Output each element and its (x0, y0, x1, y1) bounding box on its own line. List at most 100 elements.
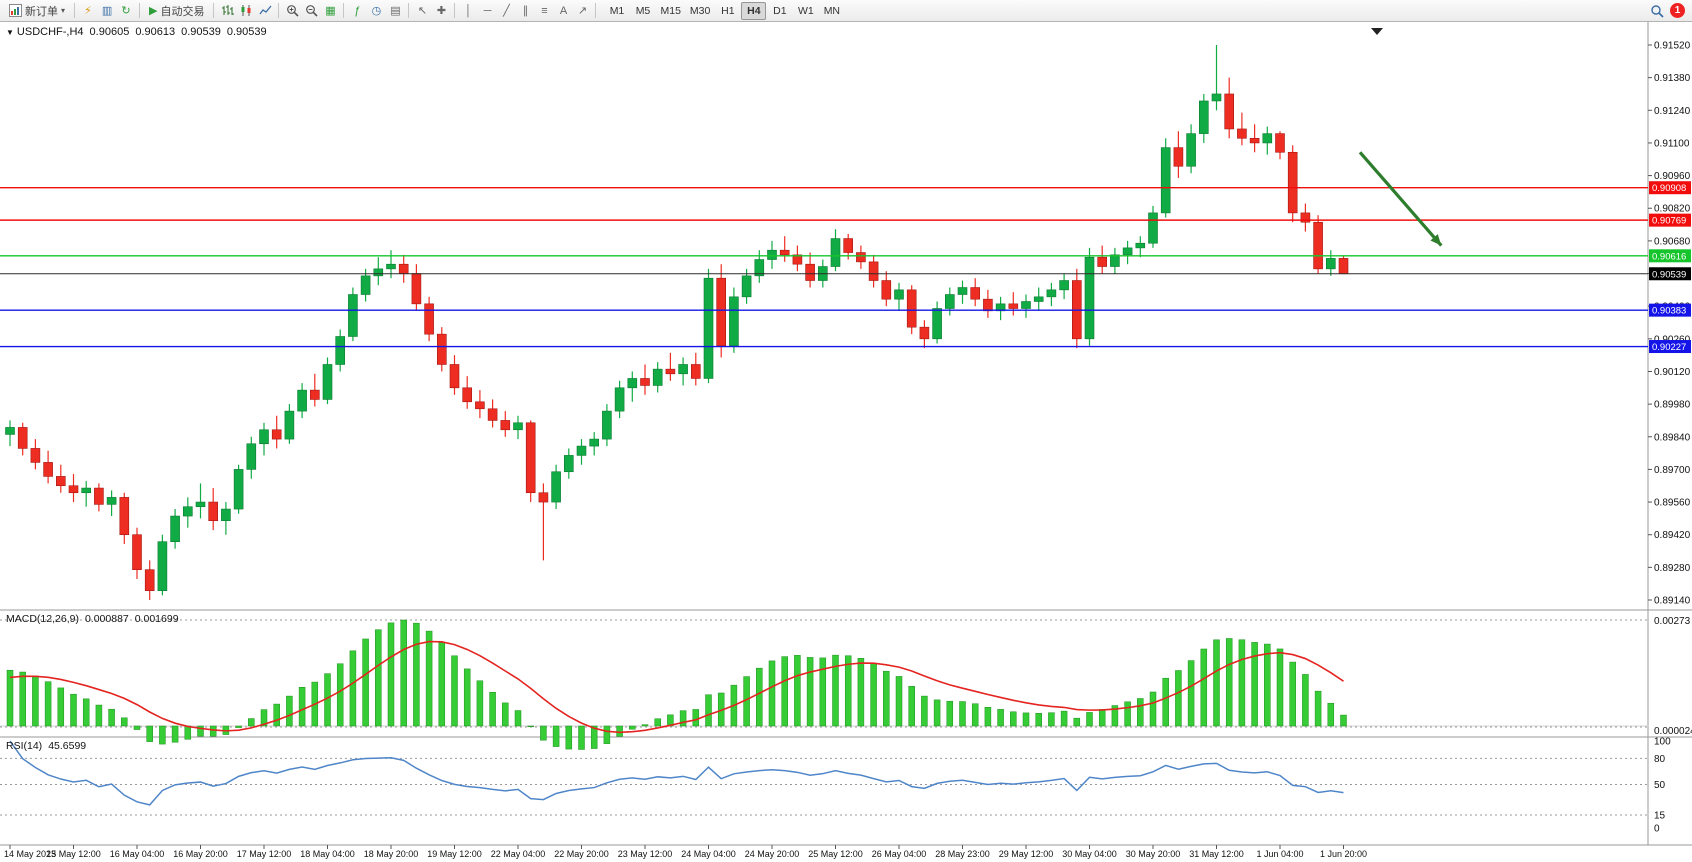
chevron-down-icon: ▾ (61, 6, 66, 15)
text-tool[interactable]: A (559, 4, 568, 17)
macd-value-signal: 0.001699 (134, 613, 179, 625)
svg-text:0.90120: 0.90120 (1654, 367, 1691, 378)
svg-text:0.91520: 0.91520 (1654, 41, 1691, 52)
rsi-line (9, 740, 1344, 806)
macd-signal-line (9, 640, 1344, 734)
toolbar-separator (74, 3, 76, 18)
zoom-out-button[interactable] (302, 2, 320, 20)
svg-text:28 May 23:00: 28 May 23:00 (935, 849, 990, 859)
chart-frame (0, 22, 1692, 846)
hlines-layer[interactable]: 0.90908 0.90769 0.90616 0.90539 0.90383 0.902… (0, 181, 1691, 354)
svg-text:0.89560: 0.89560 (1654, 498, 1691, 509)
timeframe-m15[interactable]: M15 (660, 4, 681, 17)
svg-text:16 May 20:00: 16 May 20:00 (173, 849, 228, 859)
new-order-label: 新订单 (25, 5, 58, 18)
svg-text:30 May 20:00: 30 May 20:00 (1126, 849, 1181, 859)
trendline-tool[interactable]: ╱ (503, 5, 510, 17)
zoom-in-button[interactable] (283, 2, 301, 20)
svg-text:0.90539: 0.90539 (1652, 269, 1686, 280)
svg-text:0.90383: 0.90383 (1652, 306, 1686, 317)
zoom-out-icon (306, 5, 318, 17)
cursor-tool[interactable]: ↖ (417, 5, 428, 17)
play-icon: ▶ (149, 5, 158, 17)
svg-text:29 May 12:00: 29 May 12:00 (999, 849, 1054, 859)
svg-text:1 Jun 04:00: 1 Jun 04:00 (1256, 849, 1303, 859)
svg-text:1 Jun 20:00: 1 Jun 20:00 (1320, 849, 1367, 859)
svg-text:0.90227: 0.90227 (1652, 342, 1686, 353)
svg-text:0.89420: 0.89420 (1654, 530, 1691, 541)
horizontal-line-tool[interactable]: ─ (483, 4, 492, 17)
timeframe-m1[interactable]: M1 (609, 4, 625, 17)
toolbar-separator (343, 3, 345, 18)
toolbar-separator (278, 3, 280, 18)
timeframe-w1[interactable]: W1 (797, 4, 814, 17)
timeframe-h4[interactable]: H4 (741, 1, 767, 20)
line-chart-icon (259, 5, 272, 15)
svg-text:100: 100 (1654, 737, 1671, 748)
timeframe-m30[interactable]: M30 (689, 4, 711, 17)
periods-clock-icon[interactable]: ◷ (371, 5, 382, 17)
svg-text:80: 80 (1654, 754, 1666, 765)
chart-title: ▼ USDCHF-,H4 0.90605 0.90613 0.90539 0.90539 (6, 26, 267, 38)
templates-icon[interactable]: ▤ (390, 5, 401, 17)
fibonacci-tool[interactable]: ≡ (541, 4, 548, 17)
macd-label: MACD(12,26,9) 0.000887 0.001699 (6, 613, 179, 625)
svg-text:0.90820: 0.90820 (1654, 204, 1691, 215)
timeframe-d1[interactable]: D1 (773, 4, 787, 17)
svg-text:50: 50 (1654, 780, 1666, 791)
candle-chart-button[interactable] (237, 2, 255, 20)
svg-text:24 May 04:00: 24 May 04:00 (681, 849, 736, 859)
ohlc-open: 0.90605 (89, 26, 130, 38)
svg-text:18 May 20:00: 18 May 20:00 (364, 849, 419, 859)
toolbar-separator (213, 3, 215, 18)
channel-tool[interactable]: ∥ (522, 5, 529, 17)
candles-layer (5, 45, 1349, 600)
svg-text:19 May 12:00: 19 May 12:00 (427, 849, 482, 859)
chart-shift-marker[interactable] (1371, 28, 1383, 35)
search-button[interactable] (1648, 2, 1666, 20)
svg-text:0.00273: 0.00273 (1654, 616, 1691, 627)
arrows-tool[interactable]: ↗ (577, 5, 588, 17)
history-center-icon[interactable]: ▥ (101, 5, 113, 17)
svg-text:25 May 12:00: 25 May 12:00 (808, 849, 863, 859)
toolbar-separator (408, 3, 410, 18)
chart-area[interactable]: 0.91520 0.91380 0.91240 0.91100 0.90960 0.908… (0, 22, 1692, 862)
timeframe-h1[interactable]: H1 (721, 4, 735, 17)
svg-text:0.90960: 0.90960 (1654, 171, 1691, 182)
chart-canvas[interactable]: 0.91520 0.91380 0.91240 0.91100 0.90960 0.908… (0, 22, 1692, 862)
svg-text:22 May 04:00: 22 May 04:00 (491, 849, 546, 859)
indicators-button[interactable]: ƒ (354, 4, 361, 17)
ohlc-close: 0.90539 (226, 26, 267, 38)
auto-trading-button[interactable]: ▶ 自动交易 (144, 2, 209, 20)
macd-value-main: 0.000887 (84, 613, 129, 625)
line-chart-button[interactable] (256, 2, 274, 20)
refresh-icon[interactable]: ↻ (121, 5, 131, 17)
new-order-button[interactable]: 新订单 ▾ (4, 2, 70, 20)
timeframe-toolbar: M1 M5 M15 M30 H1 H4 D1 W1 MN (604, 1, 844, 20)
crosshair-tool[interactable]: ✚ (436, 5, 447, 17)
svg-text:0.89700: 0.89700 (1654, 465, 1691, 476)
timeframe-mn[interactable]: MN (823, 4, 841, 17)
price-axis[interactable]: 0.91520 0.91380 0.91240 0.91100 0.90960 0.908… (1648, 41, 1691, 607)
svg-text:0.91100: 0.91100 (1654, 138, 1690, 149)
rsi-panel: 100 80 50 15 0 (0, 737, 1671, 835)
trend-arrow-annotation[interactable] (1358, 151, 1443, 247)
timeframe-m5[interactable]: M5 (635, 4, 651, 17)
symbol-dropdown-icon[interactable]: ▼ (6, 28, 14, 37)
rsi-value: 45.6599 (48, 740, 87, 752)
search-icon (1651, 4, 1664, 18)
notification-badge[interactable]: 1 (1670, 3, 1685, 18)
svg-text:23 May 12:00: 23 May 12:00 (618, 849, 673, 859)
vertical-line-tool[interactable]: │ (465, 4, 472, 17)
market-watch-icon[interactable]: ⚡ (84, 5, 92, 17)
svg-text:22 May 20:00: 22 May 20:00 (554, 849, 609, 859)
ohlc-high: 0.90613 (135, 26, 176, 38)
tile-windows-icon[interactable]: ▦ (325, 5, 336, 17)
bar-chart-button[interactable] (218, 2, 236, 20)
svg-text:30 May 04:00: 30 May 04:00 (1062, 849, 1117, 859)
toolbar-separator (454, 3, 456, 18)
ohlc-low: 0.90539 (181, 26, 221, 38)
svg-text:0.91240: 0.91240 (1654, 106, 1691, 117)
svg-text:0.89980: 0.89980 (1654, 400, 1691, 411)
